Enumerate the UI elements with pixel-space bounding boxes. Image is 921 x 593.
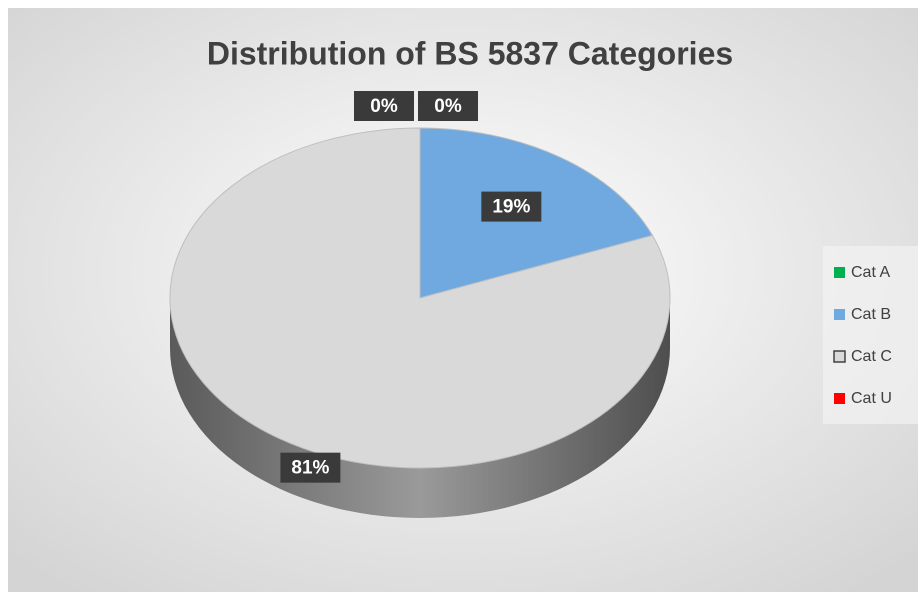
legend-label: Cat U xyxy=(851,390,892,407)
legend-swatch xyxy=(834,393,845,404)
data-label: 19% xyxy=(492,197,530,218)
legend-swatch xyxy=(834,267,845,278)
data-label: 81% xyxy=(291,458,329,479)
data-label-box xyxy=(481,191,542,222)
data-label: 0% xyxy=(370,96,398,117)
legend-label: Cat B xyxy=(851,306,891,323)
legend-label: Cat C xyxy=(851,348,892,365)
legend-label: Cat A xyxy=(851,264,890,281)
legend-swatch xyxy=(833,350,846,363)
data-label-box xyxy=(418,91,478,121)
pie-slice xyxy=(169,127,671,469)
chart-title: Distribution of BS 5837 Categories xyxy=(207,35,733,71)
data-label-box xyxy=(354,91,414,121)
data-label-box xyxy=(280,452,341,483)
data-label: 0% xyxy=(434,96,462,117)
legend-swatch xyxy=(834,309,845,320)
